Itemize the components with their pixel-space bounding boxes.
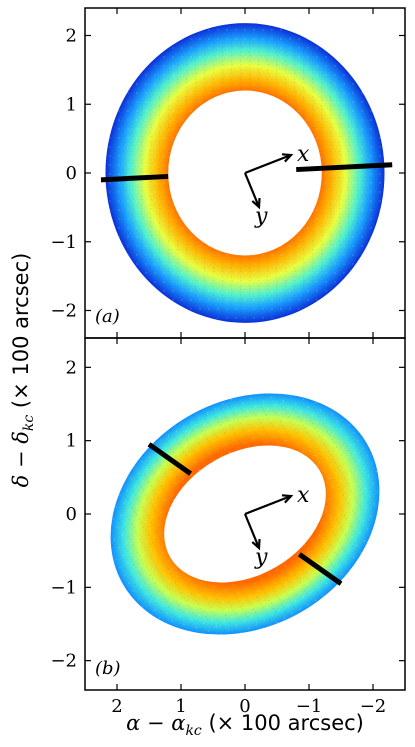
x-tick-label: 2 [111,696,122,717]
y-tick-label: −2 [50,301,77,322]
y-axis-title-sub: kc [21,415,37,431]
y-tick-label: 2 [66,26,77,47]
y-vector-arrow-head [251,197,261,210]
y-tick-label: −1 [50,577,77,598]
y-vector-arrow [243,172,261,208]
ring-region [105,23,385,323]
panel-label: (a) [95,306,120,327]
x-tick-label: 0 [239,696,250,717]
y-tick-label: 2 [66,357,77,378]
y-axis-title-suffix: (× 100 arcsec) [9,253,33,415]
x-vector-arrow [244,153,292,175]
ring-region [110,393,380,635]
y-vector-label: y [254,545,268,570]
x-vector-label: x [297,142,310,167]
x-axis-title-prefix: α − α [126,711,185,735]
x-vector-arrow-head [281,153,294,163]
slit-line [100,173,169,183]
x-tick-label: −2 [360,696,387,717]
slit-line [147,442,193,476]
y-tick-label: 0 [66,163,77,184]
y-tick-label: 1 [66,431,77,452]
ring-texture [110,393,380,635]
x-axis-title-sub: kc [185,723,201,739]
y-axis-title-prefix: δ − δ [9,431,33,487]
x-tick-label: −1 [296,696,323,717]
panel-label: (b) [95,658,121,679]
orientation-vectors: xy [243,483,310,570]
orientation-vectors: xy [243,142,310,229]
slit-line [297,552,343,586]
y-vector-arrow-head [251,538,261,551]
y-tick-label: 1 [66,94,77,115]
x-vector-arrow [244,494,292,516]
y-tick-label: −1 [50,232,77,253]
y-tick-label: 0 [66,504,77,525]
x-tick-label: 1 [175,696,186,717]
x-vector-arrow-head [281,494,294,504]
x-axis-title: α − αkc (× 100 arcsec) [126,711,364,739]
ring-texture [105,23,385,323]
slit-line [296,162,393,173]
x-axis-title-suffix: (× 100 arcsec) [202,711,364,735]
x-vector-label: x [297,483,310,508]
y-tick-label: −2 [50,651,77,672]
y-vector-label: y [254,204,268,229]
y-vector-arrow [243,513,261,549]
y-axis-title: δ − δkc (× 100 arcsec) [9,253,37,488]
